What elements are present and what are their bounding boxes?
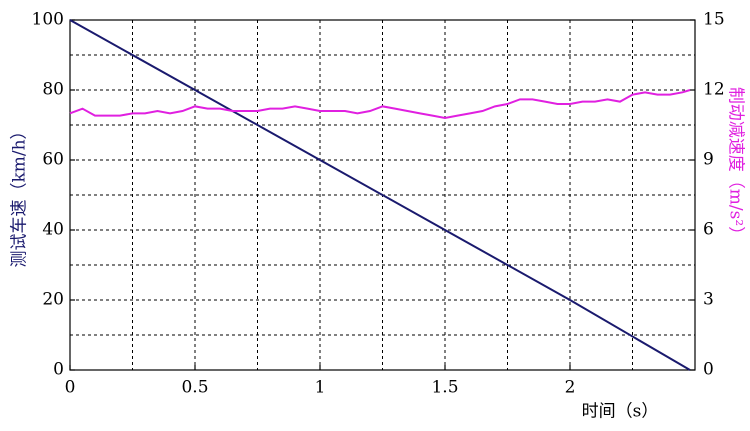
y-tick-label: 0: [53, 360, 64, 380]
x-tick-label: 1.5: [431, 378, 458, 398]
data-line: [69, 19, 691, 371]
x-tick-label: 0.5: [181, 378, 208, 398]
y2-axis-label: 制动减速度（m/s²）: [726, 87, 746, 243]
y2-tick-label: 9: [703, 150, 714, 170]
y-tick-label: 20: [42, 290, 64, 310]
y-tick-label: 80: [42, 80, 64, 100]
y2-tick-label: 12: [703, 80, 725, 100]
x-axis-label: 时间（s）: [582, 402, 659, 422]
y2-tick-label: 3: [703, 290, 714, 310]
y2-tick-label: 6: [703, 220, 714, 240]
y-tick-label: 100: [32, 10, 64, 30]
data-line: [69, 89, 691, 120]
y2-tick-label: 15: [703, 10, 725, 30]
y-tick-label: 60: [42, 150, 64, 170]
x-tick-label: 2: [565, 378, 576, 398]
y-tick-label: 40: [42, 220, 64, 240]
x-tick-label: 0: [65, 378, 76, 398]
plot-frame: [69, 19, 696, 371]
x-tick-label: 1: [315, 378, 326, 398]
y-axis-label: 测试车速（km/h）: [10, 122, 30, 267]
y2-tick-label: 0: [703, 360, 714, 380]
